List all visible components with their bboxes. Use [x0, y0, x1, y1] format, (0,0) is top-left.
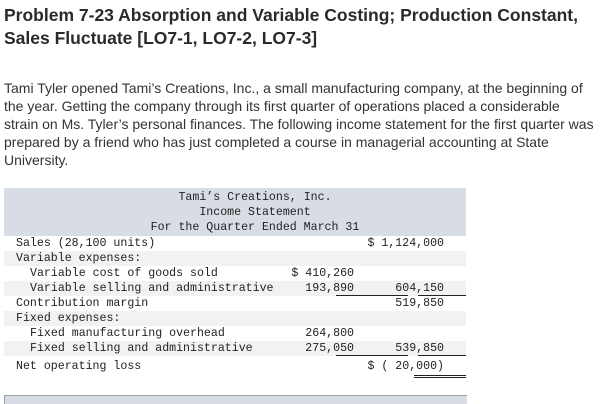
row-fixed-mfg-overhead: Fixed manufacturing overhead 264,800: [4, 326, 466, 341]
row-amount: 264,800: [305, 327, 354, 340]
underline: [418, 295, 466, 296]
underline: [418, 355, 466, 356]
company-name: Tami’s Creations, Inc.: [178, 191, 332, 204]
row-sales: Sales (28,100 units) $ 1,124,000: [4, 236, 466, 251]
row-label: Sales (28,100 units): [16, 237, 156, 250]
statement-name: Income Statement: [199, 206, 311, 219]
row-total: $ ( 20,000): [367, 360, 444, 373]
row-contribution-margin: Contribution margin 519,850: [4, 296, 466, 311]
double-underline: [414, 375, 466, 378]
row-fixed-expenses: Fixed expenses:: [4, 311, 466, 326]
row-total: 539,850: [395, 342, 444, 355]
underline: [336, 355, 408, 356]
row-variable-sga: Variable selling and administrative 193,…: [4, 281, 466, 296]
row-label: Fixed selling and administrative: [30, 342, 253, 355]
row-amount: 193,890: [305, 282, 354, 295]
row-label: Variable expenses:: [16, 252, 142, 265]
row-label: Contribution margin: [16, 297, 149, 310]
row-total: 519,850: [395, 297, 444, 310]
income-statement: Tami’s Creations, Inc. Income Statement …: [4, 188, 466, 378]
row-label: Variable selling and administrative: [30, 282, 274, 295]
row-label: Fixed expenses:: [16, 312, 121, 325]
row-label: Net operating loss: [16, 360, 142, 373]
row-net-operating-loss: Net operating loss $ ( 20,000): [4, 356, 466, 378]
row-amount: 275,050: [305, 342, 354, 355]
statement-header: Tami’s Creations, Inc. Income Statement …: [4, 188, 466, 236]
problem-title: Problem 7-23 Absorption and Variable Cos…: [4, 5, 578, 48]
row-fixed-sga: Fixed selling and administrative 275,050…: [4, 341, 466, 356]
row-total: $ 1,124,000: [367, 237, 444, 250]
problem-description: Tami Tyler opened Tami’s Creations, Inc.…: [4, 80, 594, 168]
underline: [336, 295, 408, 296]
row-amount: $ 410,260: [291, 267, 354, 280]
row-total: 604,150: [395, 282, 444, 295]
row-variable-cogs: Variable cost of goods sold $ 410,260: [4, 266, 466, 281]
row-variable-expenses: Variable expenses:: [4, 251, 466, 266]
row-label: Fixed manufacturing overhead: [30, 327, 225, 340]
statement-footer-bar: [4, 395, 467, 404]
row-label: Variable cost of goods sold: [30, 267, 218, 280]
statement-period: For the Quarter Ended March 31: [150, 221, 360, 234]
